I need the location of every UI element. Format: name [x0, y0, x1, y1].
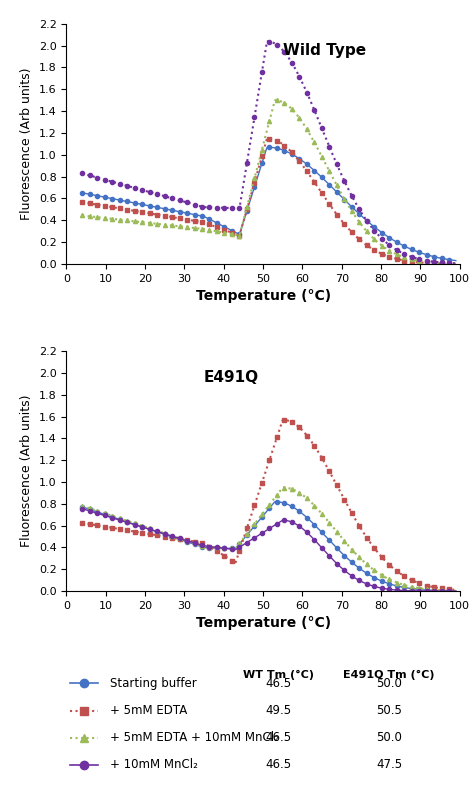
Point: [296, 595, 301, 605]
Text: + 10mM MnCl₂: + 10mM MnCl₂: [109, 758, 198, 771]
Text: 46.5: 46.5: [266, 731, 292, 744]
Text: 46.5: 46.5: [266, 677, 292, 690]
Y-axis label: Fluorescence (Arb units): Fluorescence (Arb units): [20, 68, 33, 220]
Text: E491Q Tm (°C): E491Q Tm (°C): [343, 670, 435, 681]
Text: E491Q: E491Q: [204, 370, 259, 386]
Text: WT Tm (°C): WT Tm (°C): [243, 670, 314, 681]
Point: [296, 348, 301, 358]
Y-axis label: Fluorescence (Arb units): Fluorescence (Arb units): [20, 395, 33, 547]
Text: + 5mM EDTA: + 5mM EDTA: [109, 704, 187, 717]
Text: Wild Type: Wild Type: [283, 43, 366, 58]
Text: 50.5: 50.5: [376, 704, 402, 717]
X-axis label: Temperature (°C): Temperature (°C): [195, 616, 331, 630]
Text: 50.0: 50.0: [376, 677, 402, 690]
Text: 46.5: 46.5: [266, 758, 292, 771]
Text: Starting buffer: Starting buffer: [109, 677, 196, 690]
Text: 50.0: 50.0: [376, 731, 402, 744]
Text: 47.5: 47.5: [376, 758, 402, 771]
Point: [296, 101, 301, 111]
X-axis label: Temperature (°C): Temperature (°C): [195, 289, 331, 303]
Text: 49.5: 49.5: [266, 704, 292, 717]
Text: + 5mM EDTA + 10mM MnCl₂: + 5mM EDTA + 10mM MnCl₂: [109, 731, 279, 744]
